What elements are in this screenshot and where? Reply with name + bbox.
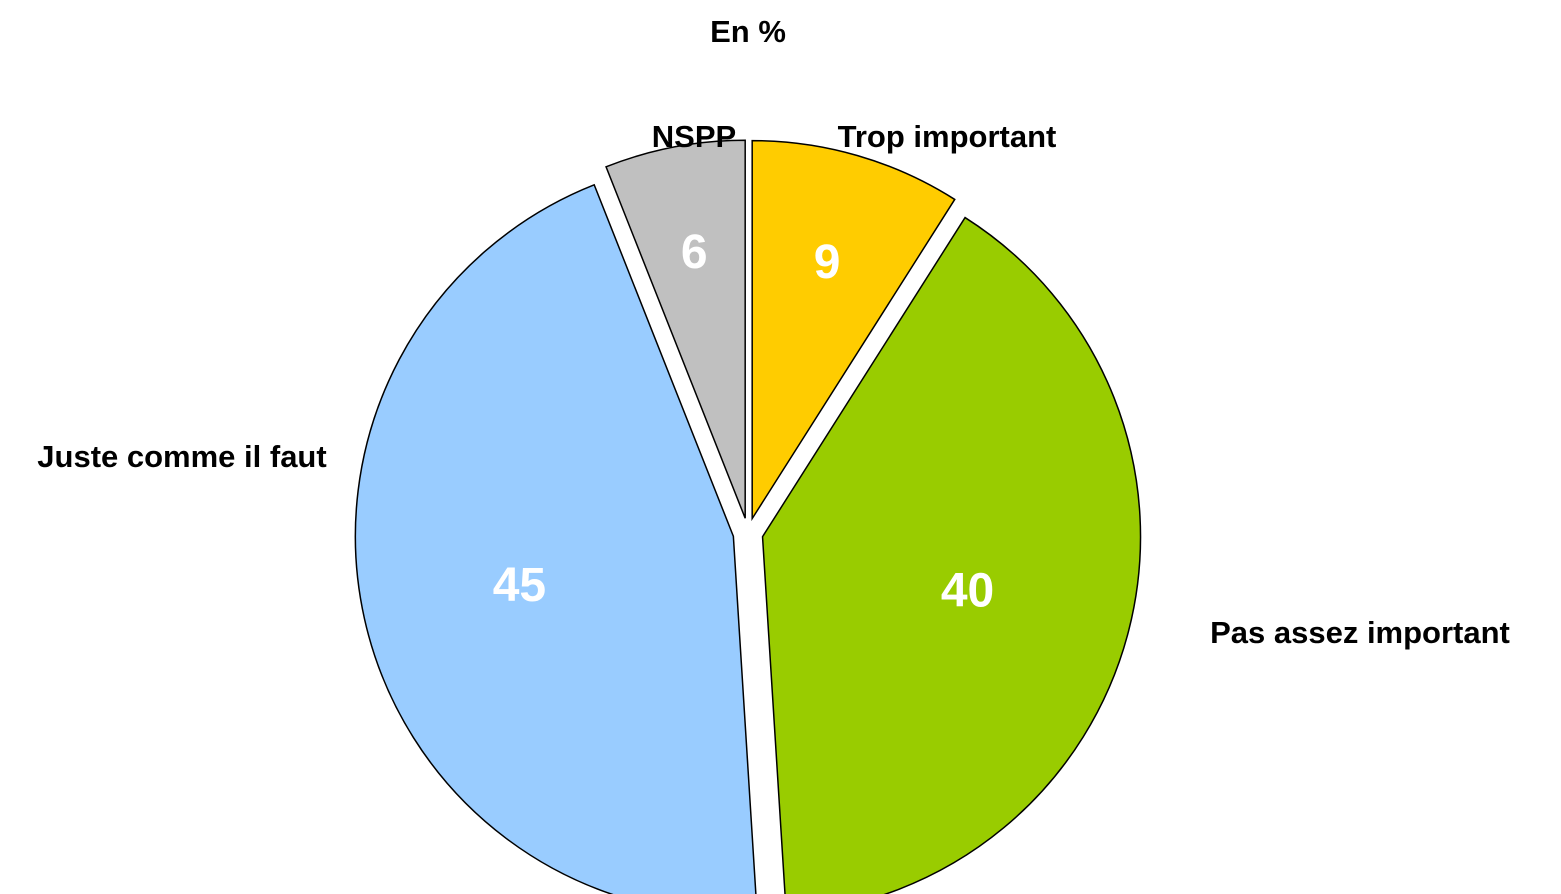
slices-layer [354,139,1142,894]
value-labels-layer: 9 40 45 6 [493,226,995,617]
pie-slice-nspp [605,139,746,519]
category-label-juste-comme-il-faut: Juste comme il faut [37,439,326,474]
value-label-pas-assez-important: 40 [941,564,994,617]
chart-title: En % [710,14,786,49]
value-label-juste-comme-il-faut: 45 [493,559,546,612]
category-label-trop-important: Trop important [838,119,1057,154]
category-label-nspp: NSPP [652,119,736,154]
category-labels-layer: Trop important Pas assez important Juste c… [37,119,1510,650]
pie-slice-trop-important [751,139,956,522]
pie-slice-pas-assez-important [761,216,1142,894]
value-label-nspp: 6 [681,226,708,279]
pie-slice-juste-comme-il-faut [354,183,757,894]
category-label-pas-assez-important: Pas assez important [1210,615,1510,650]
value-label-trop-important: 9 [814,236,841,289]
